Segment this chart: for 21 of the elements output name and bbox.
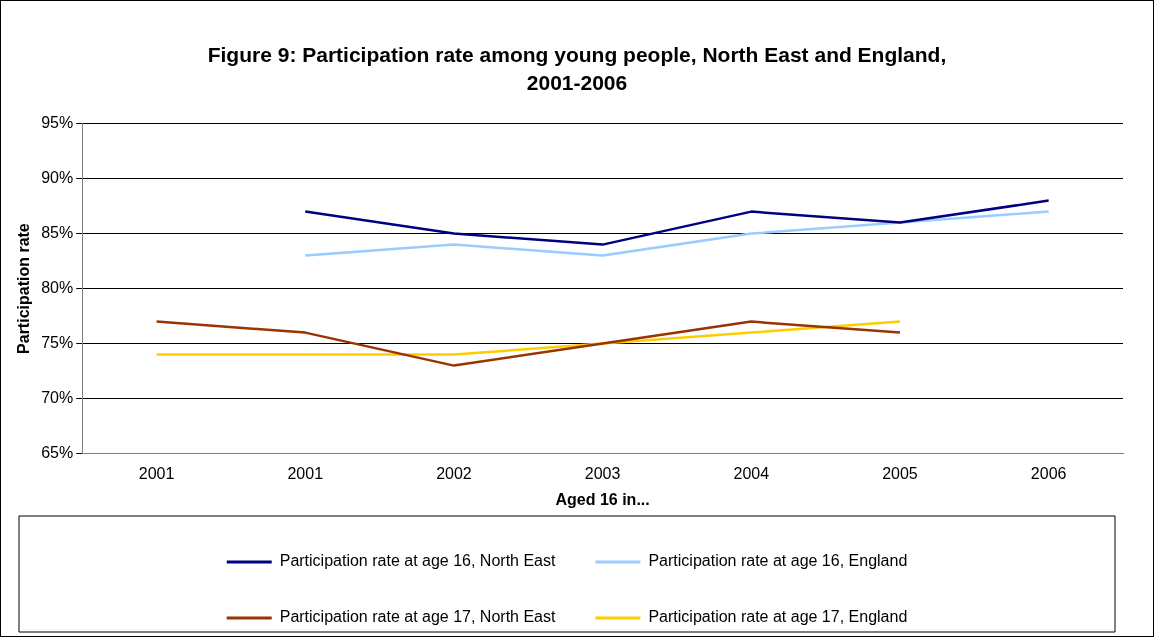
y-tick-label: 85%	[41, 224, 74, 242]
y-tick-label: 80%	[41, 279, 74, 297]
x-tick-label: 2003	[584, 464, 621, 482]
y-tick-label: 95%	[41, 114, 74, 132]
chart-title: Figure 9: Participation rate among young people, North East and England, 2001-2006	[206, 42, 948, 96]
x-tick-label: 2001	[287, 464, 324, 482]
y-axis-title: Participation rate	[15, 223, 33, 354]
y-tick-label: 90%	[41, 169, 74, 187]
legend-label: Participation rate at age 17, England	[648, 608, 908, 626]
x-tick-label: 2004	[733, 464, 770, 482]
y-tick-label: 75%	[41, 334, 74, 352]
x-axis-title: Aged 16 in...	[555, 490, 650, 508]
legend-label: Participation rate at age 16, North East	[279, 552, 556, 570]
x-tick-label: 2006	[1030, 464, 1067, 482]
x-tick-label: 2005	[882, 464, 918, 482]
legend-label: Participation rate at age 17, North East	[279, 608, 556, 626]
x-tick-label: 2001	[138, 464, 175, 482]
x-tick-label: 2002	[436, 464, 472, 482]
y-tick-label: 65%	[41, 444, 74, 462]
legend-label: Participation rate at age 16, England	[648, 552, 908, 570]
y-tick-label: 70%	[41, 389, 74, 407]
